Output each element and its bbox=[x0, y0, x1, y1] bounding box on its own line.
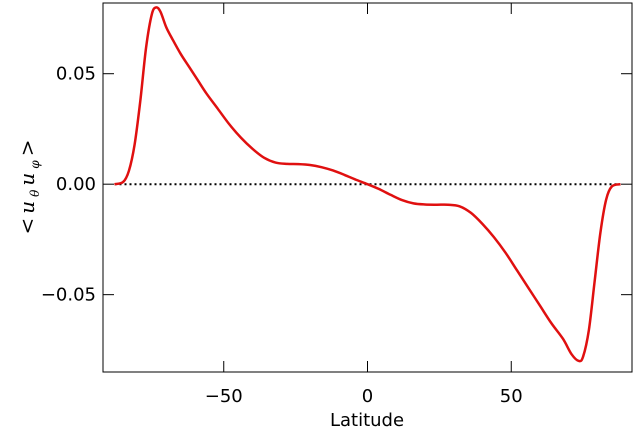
y-tick-label: 0.05 bbox=[56, 64, 96, 85]
y-label-u2: u bbox=[15, 173, 39, 186]
y-axis-ticks: −0.05 0.00 0.05 bbox=[41, 64, 632, 306]
series-layer bbox=[114, 6, 621, 363]
svg-text:< u θ u: < u θ u φ > bbox=[15, 140, 43, 235]
y-tick-label: −0.05 bbox=[41, 285, 96, 306]
x-axis-title: Latitude bbox=[330, 410, 404, 430]
series-line bbox=[114, 6, 621, 363]
y-label-sub-phi: φ bbox=[28, 160, 42, 169]
y-tick-label: 0.00 bbox=[56, 174, 96, 195]
y-axis-title: < u θ u φ > bbox=[15, 140, 43, 235]
y-label-open: < bbox=[15, 218, 39, 235]
x-tick-label: 50 bbox=[500, 386, 523, 407]
y-label-sub-theta: θ bbox=[28, 189, 42, 197]
x-tick-label: −50 bbox=[205, 386, 243, 407]
x-tick-label: 0 bbox=[362, 386, 373, 407]
y-label-u1: u bbox=[15, 201, 39, 214]
x-axis-ticks: −50 0 50 bbox=[205, 3, 523, 407]
y-label-close: > bbox=[15, 140, 39, 157]
